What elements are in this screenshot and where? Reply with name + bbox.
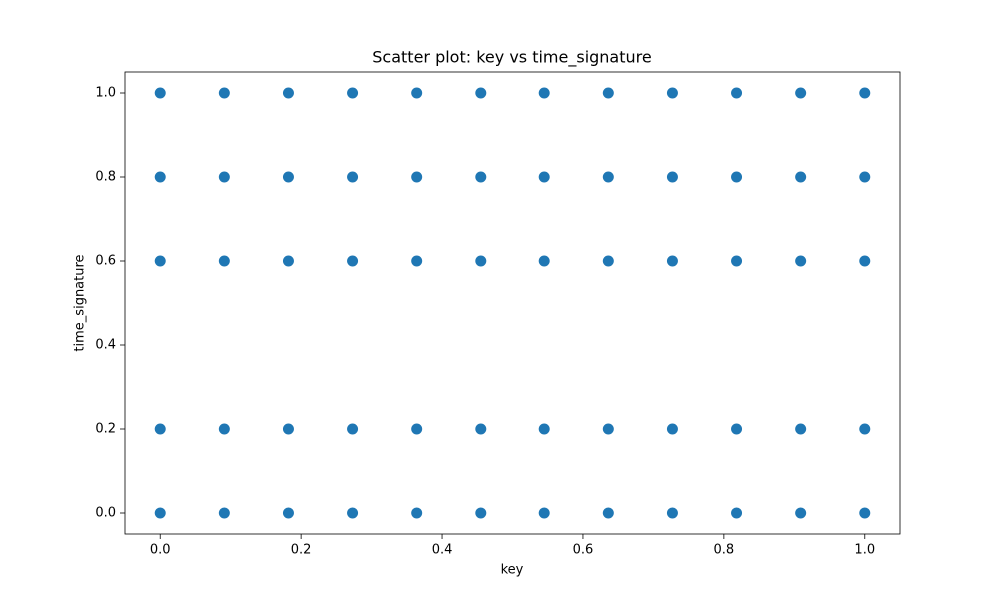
point <box>411 423 423 435</box>
point <box>475 171 487 183</box>
y-tick-label: 0.4 <box>95 338 116 353</box>
point <box>218 171 230 183</box>
point <box>347 87 359 99</box>
point <box>731 87 743 99</box>
y-tick-label: 0.8 <box>95 170 116 185</box>
point <box>538 507 550 519</box>
point <box>795 87 807 99</box>
point <box>731 423 743 435</box>
point <box>859 423 871 435</box>
y-axis-label: time_signature <box>73 254 88 351</box>
plot-area <box>154 87 871 519</box>
point <box>602 423 614 435</box>
point <box>475 423 487 435</box>
x-tick-label: 1.0 <box>854 543 875 558</box>
point <box>218 255 230 267</box>
point <box>859 255 871 267</box>
point <box>538 87 550 99</box>
point <box>218 87 230 99</box>
x-tick-label: 0.6 <box>573 543 594 558</box>
point <box>859 171 871 183</box>
point <box>282 255 294 267</box>
point <box>475 507 487 519</box>
point <box>602 171 614 183</box>
point <box>602 507 614 519</box>
point <box>538 423 550 435</box>
point <box>666 171 678 183</box>
point <box>411 171 423 183</box>
y-tick-label: 1.0 <box>95 86 116 101</box>
y-tick-label: 0.2 <box>95 422 116 437</box>
point <box>602 87 614 99</box>
point <box>731 507 743 519</box>
point <box>666 255 678 267</box>
y-tick-label: 0.0 <box>95 506 116 521</box>
point <box>218 423 230 435</box>
x-tick-label: 0.2 <box>291 543 312 558</box>
point <box>154 507 166 519</box>
point <box>282 171 294 183</box>
point <box>859 507 871 519</box>
point <box>538 255 550 267</box>
point <box>731 255 743 267</box>
x-tick-label: 0.0 <box>150 543 171 558</box>
x-tick-label: 0.8 <box>714 543 735 558</box>
point <box>795 171 807 183</box>
point <box>347 255 359 267</box>
point <box>666 87 678 99</box>
point <box>347 171 359 183</box>
point <box>411 87 423 99</box>
point <box>795 507 807 519</box>
point <box>475 87 487 99</box>
point <box>154 423 166 435</box>
point <box>282 423 294 435</box>
point <box>666 423 678 435</box>
axes-frame <box>124 71 901 535</box>
point <box>475 255 487 267</box>
point <box>218 507 230 519</box>
point <box>154 171 166 183</box>
point <box>411 255 423 267</box>
point <box>347 507 359 519</box>
point <box>282 87 294 99</box>
x-tick-label: 0.4 <box>432 543 453 558</box>
chart-title: Scatter plot: key vs time_signature <box>372 48 651 68</box>
point <box>795 423 807 435</box>
point <box>795 255 807 267</box>
point <box>282 507 294 519</box>
point <box>154 255 166 267</box>
point <box>538 171 550 183</box>
point <box>602 255 614 267</box>
y-tick-label: 0.6 <box>95 254 116 269</box>
point <box>154 87 166 99</box>
point <box>731 171 743 183</box>
x-axis-label: key <box>501 563 524 578</box>
point <box>347 423 359 435</box>
point <box>411 507 423 519</box>
point <box>666 507 678 519</box>
point <box>859 87 871 99</box>
